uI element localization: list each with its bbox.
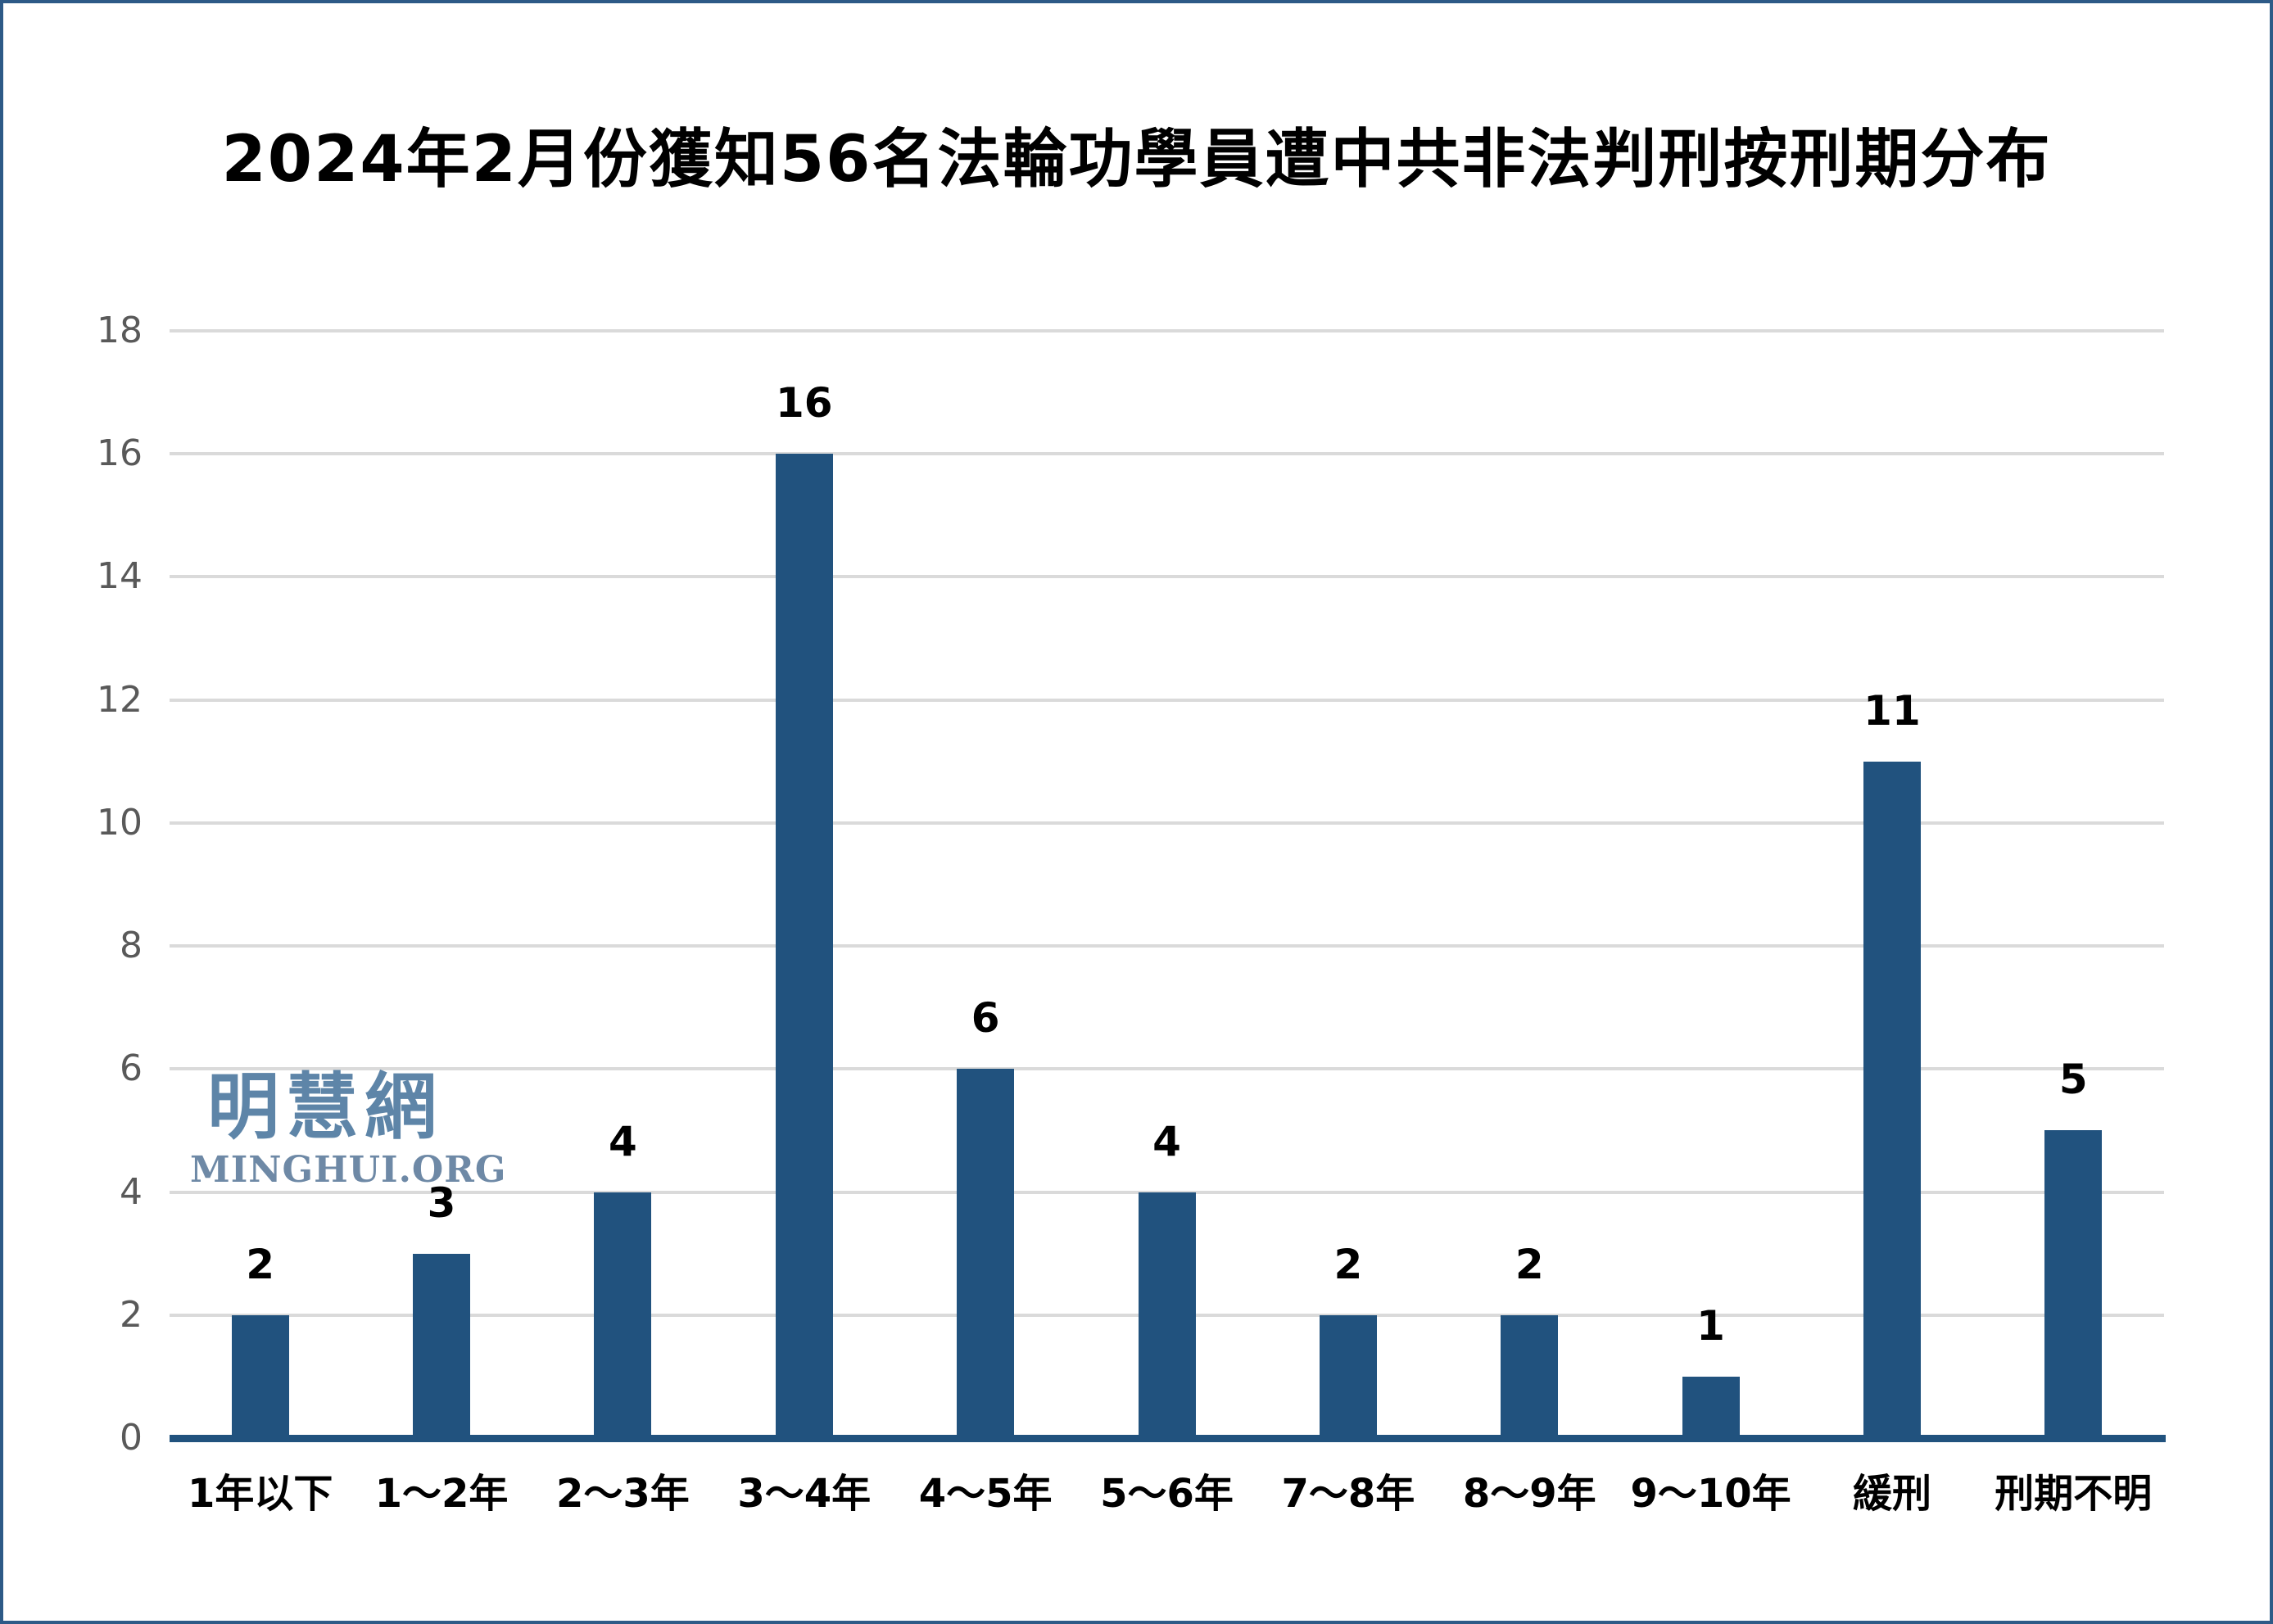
y-tick-label: 14 [97, 555, 143, 598]
bar [775, 454, 833, 1438]
x-tick-label: 5～6年 [1100, 1471, 1234, 1517]
x-tick-label: 1～2年 [374, 1471, 509, 1517]
y-tick-label: 4 [120, 1170, 143, 1213]
bar-value-label: 4 [1152, 1117, 1181, 1165]
minghui-watermark: 明慧網 MINGHUI.ORG [190, 1065, 507, 1191]
gridline [170, 698, 2164, 702]
y-tick-label: 12 [97, 678, 143, 721]
bar [1682, 1376, 1740, 1438]
gridline [170, 1067, 2164, 1071]
bar [594, 1192, 652, 1438]
x-tick-label: 2～3年 [556, 1471, 690, 1517]
gridline [170, 821, 2164, 825]
x-tick-label: 9～10年 [1630, 1471, 1791, 1517]
bar-value-label: 2 [1333, 1240, 1363, 1288]
y-tick-label: 6 [120, 1047, 143, 1090]
x-tick-label: 1年以下 [187, 1471, 333, 1517]
bar [1138, 1192, 1196, 1438]
bar [413, 1253, 471, 1438]
bar-chart: 明慧網 MINGHUI.ORG 0 2 4 6 8 10 12 14 16 18 2 1年以下 3 1～2… [3, 3, 2270, 1621]
y-tick-label: 2 [120, 1293, 143, 1336]
bar-value-label: 2 [246, 1240, 275, 1288]
gridline [170, 452, 2164, 456]
y-tick-label: 18 [97, 310, 143, 351]
x-tick-label: 緩刑 [1852, 1471, 1931, 1517]
gridline [170, 575, 2164, 579]
gridline [170, 329, 2164, 332]
x-tick-label: 刑期不明 [1995, 1471, 2153, 1517]
bar [2044, 1130, 2103, 1438]
bar-value-label: 1 [1696, 1301, 1725, 1350]
chart-title: 2024年2月份獲知56名法輪功學員遭中共非法判刑按刑期分布 [221, 123, 2052, 197]
x-axis-line [170, 1435, 2166, 1442]
watermark-latin-text: MINGHUI.ORG [190, 1149, 507, 1191]
x-tick-label: 8～9年 [1462, 1471, 1596, 1517]
bar-value-label: 2 [1515, 1240, 1544, 1288]
gridline [170, 944, 2164, 948]
bar-value-label: 4 [609, 1117, 637, 1165]
bar-value-label: 3 [427, 1178, 456, 1227]
bar-value-label: 16 [775, 379, 833, 427]
y-tick-label: 0 [120, 1417, 143, 1459]
y-tick-label: 10 [97, 801, 143, 844]
x-tick-label: 4～5年 [918, 1471, 1053, 1517]
bar [1863, 761, 1921, 1438]
bar-value-label: 5 [2058, 1056, 2088, 1104]
bar [957, 1069, 1015, 1438]
watermark-cjk-text: 明慧網 [206, 1065, 443, 1149]
bar [1501, 1314, 1559, 1438]
x-tick-label: 7～8年 [1281, 1471, 1415, 1517]
y-tick-label: 8 [120, 925, 143, 967]
y-tick-label: 16 [97, 432, 143, 475]
bar [231, 1314, 289, 1438]
bar-value-label: 6 [971, 994, 1000, 1043]
bar [1319, 1314, 1377, 1438]
bar-value-label: 11 [1863, 686, 1921, 735]
x-tick-label: 3～4年 [737, 1471, 872, 1517]
